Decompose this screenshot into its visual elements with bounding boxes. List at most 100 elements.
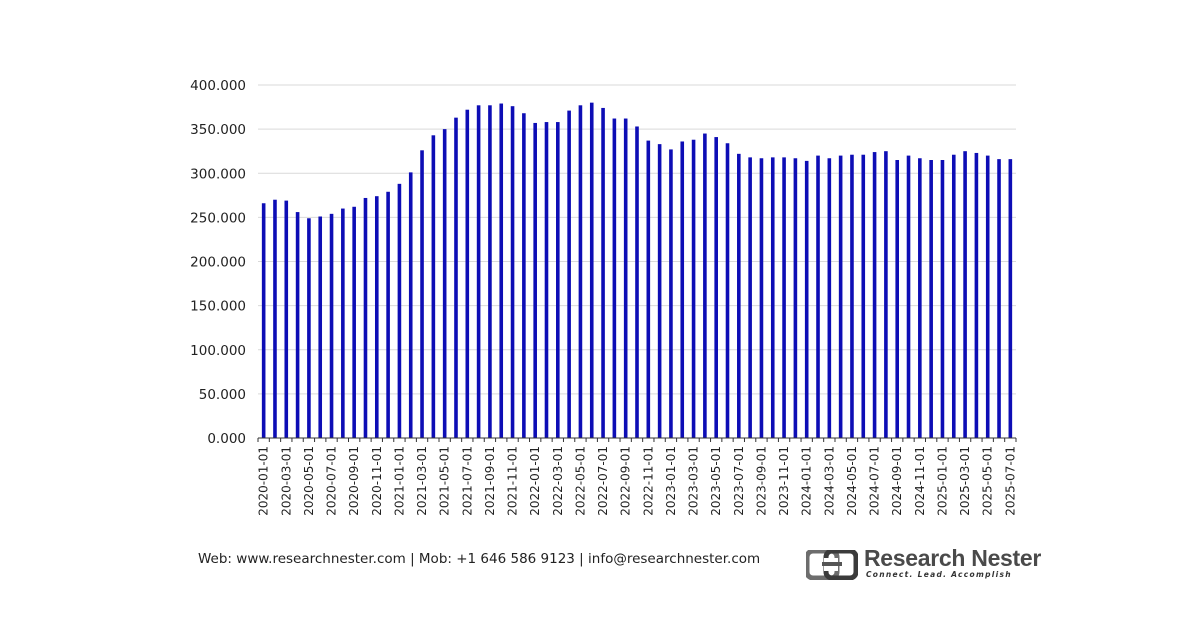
brand-name: Research Nester (864, 545, 1042, 571)
bar (589, 102, 594, 439)
bar (567, 110, 571, 438)
bar (759, 158, 764, 438)
bar (940, 160, 945, 438)
x-tick-label: 2021-03-01 (415, 446, 429, 516)
bar (963, 151, 967, 438)
bar (884, 151, 888, 438)
bar (669, 149, 673, 439)
bar (895, 160, 900, 438)
x-tick-label: 2025-01-01 (935, 446, 949, 516)
bar (533, 122, 537, 438)
bar (329, 213, 334, 438)
bar (635, 126, 639, 438)
bar (273, 199, 277, 438)
x-tick-label: 2022-09-01 (619, 446, 633, 516)
bar (623, 118, 628, 438)
bar (442, 129, 447, 439)
bar (465, 109, 470, 439)
bar (522, 113, 526, 439)
bar (374, 196, 379, 438)
bar (703, 133, 707, 439)
bar (341, 208, 345, 438)
bar (601, 107, 605, 438)
bar (352, 206, 356, 438)
research-nester-logo-icon (806, 550, 858, 580)
x-tick-label: 2024-09-01 (890, 446, 904, 516)
y-tick-label: 350.000 (190, 122, 246, 138)
y-tick-label: 50.000 (199, 387, 246, 403)
x-axis: 2020-01-01 2020-03-01 2020-05-01 2020-07-01… (257, 437, 1017, 516)
x-tick-label: 2022-11-01 (641, 446, 655, 516)
bar (793, 158, 798, 438)
footer-contact: Web: www.researchnester.com | Mob: +1 64… (198, 551, 761, 567)
bar-chart: 0.000 50.000 100.000 150.000 200.000 250.000 3… (190, 78, 1017, 516)
bar (476, 105, 481, 439)
y-tick-label: 150.000 (190, 299, 246, 315)
x-tick-label: 2024-01-01 (800, 446, 814, 516)
bar (770, 157, 775, 438)
x-tick-label: 2024-07-01 (868, 446, 882, 516)
x-tick-label: 2022-03-01 (551, 446, 565, 516)
bar (295, 212, 300, 438)
x-tick-label: 2020-11-01 (370, 446, 384, 516)
bar (827, 158, 832, 438)
x-tick-label: 2022-07-01 (596, 446, 610, 516)
x-tick-label: 2021-09-01 (483, 446, 497, 516)
bar (420, 150, 424, 438)
bar (318, 216, 323, 438)
bar (431, 135, 436, 439)
bar (872, 152, 877, 438)
bar (804, 160, 809, 438)
bar (646, 140, 651, 438)
x-tick-label: 2025-07-01 (1003, 446, 1017, 516)
bar (397, 183, 402, 438)
brand-tagline: Connect. Lead. Accomplish (866, 570, 1012, 579)
y-tick-label: 400.000 (190, 78, 246, 94)
y-tick-label: 0.000 (207, 431, 246, 447)
x-tick-label: 2023-01-01 (664, 446, 678, 516)
bar (510, 106, 515, 439)
y-tick-label: 200.000 (190, 255, 246, 271)
bar (838, 155, 843, 438)
x-tick-label: 2024-11-01 (913, 446, 927, 516)
bar (499, 103, 504, 438)
bar (261, 203, 266, 438)
y-tick-label: 300.000 (190, 166, 246, 182)
bar (612, 118, 617, 438)
bar (657, 144, 662, 438)
x-tick-label: 2023-03-01 (687, 446, 701, 516)
bar (284, 200, 289, 438)
x-tick-label: 2021-11-01 (506, 446, 520, 516)
bar (737, 153, 741, 438)
bar (725, 143, 730, 438)
bar (782, 157, 786, 438)
y-tick-label: 250.000 (190, 210, 246, 226)
bar (1008, 159, 1013, 438)
bar (386, 191, 390, 438)
bar (951, 154, 956, 438)
x-tick-label: 2023-11-01 (777, 446, 791, 516)
x-tick-label: 2023-05-01 (709, 446, 723, 516)
y-axis: 0.000 50.000 100.000 150.000 200.000 250.000 3… (190, 78, 246, 447)
bar (861, 154, 866, 438)
bar (816, 155, 820, 438)
bar (997, 159, 1001, 438)
bar (691, 139, 696, 438)
x-tick-label: 2024-03-01 (822, 446, 836, 516)
x-tick-label: 2020-03-01 (279, 446, 293, 516)
bar (974, 152, 979, 438)
bar (556, 122, 560, 438)
bar-series (261, 102, 1013, 439)
x-tick-label: 2021-07-01 (460, 446, 474, 516)
bar (488, 105, 492, 439)
bar (850, 154, 854, 438)
x-tick-label: 2021-05-01 (438, 446, 452, 516)
bar (985, 155, 990, 438)
bar (544, 122, 549, 438)
bar (906, 155, 911, 438)
x-tick-label: 2020-01-01 (257, 446, 271, 516)
x-tick-label: 2021-01-01 (392, 446, 406, 516)
bar (918, 158, 922, 438)
x-tick-label: 2020-07-01 (325, 446, 339, 516)
x-tick-label: 2023-07-01 (732, 446, 746, 516)
